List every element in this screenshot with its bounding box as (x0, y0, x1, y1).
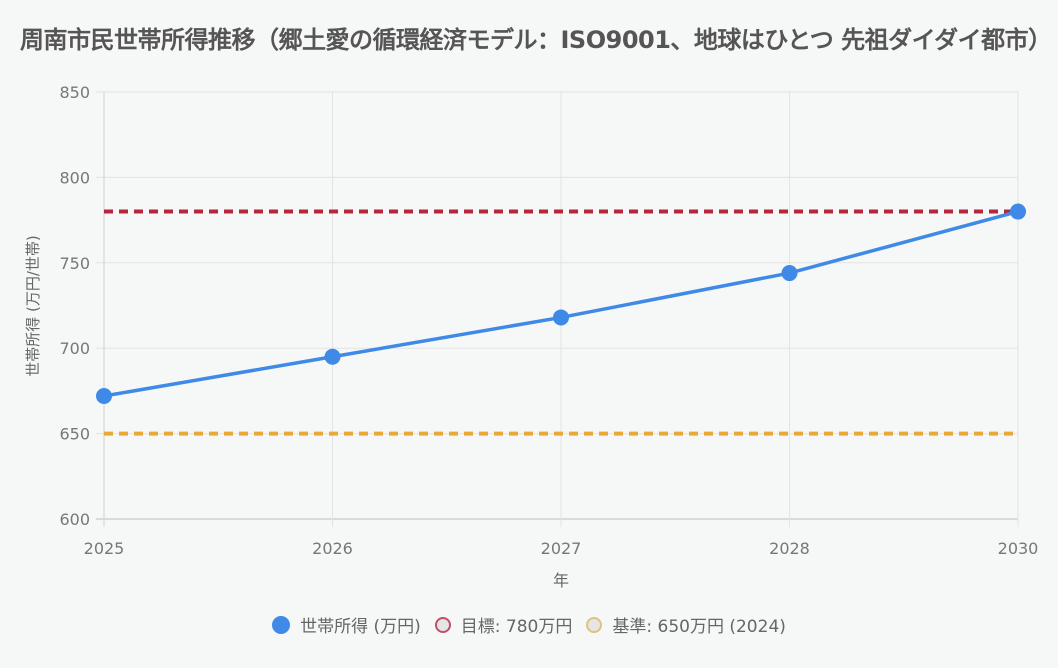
data-point (553, 309, 569, 326)
y-tick-label: 600 (59, 510, 90, 529)
y-axis-label: 世帯所得 (万円/世帯) (24, 235, 42, 377)
data-points (96, 203, 1026, 405)
legend-label-income: 世帯所得 (万円) (300, 617, 421, 637)
y-tick-label: 700 (59, 339, 90, 358)
x-tick-label: 2027 (541, 539, 582, 558)
legend-item-baseline[interactable]: 基準: 650万円 (2024) (586, 612, 786, 637)
x-tick-label: 2028 (769, 539, 810, 558)
x-tick-label: 2030 (998, 539, 1039, 558)
grid-lines (96, 91, 1019, 527)
legend-item-income[interactable]: 世帯所得 (万円) (272, 612, 421, 637)
x-tick-labels: 2025 2026 2027 2028 2030 (84, 539, 1039, 558)
y-tick-label: 750 (59, 254, 90, 273)
data-point (324, 348, 341, 365)
x-axis-label: 年 (553, 571, 569, 590)
x-tick-label: 2026 (312, 539, 353, 558)
legend: 世帯所得 (万円) 目標: 780万円 基準: 650万円 (2024) (0, 612, 1058, 637)
data-point (96, 388, 112, 405)
legend-label-target: 目標: 780万円 (460, 617, 573, 637)
y-tick-label: 800 (59, 168, 90, 187)
x-tick-label: 2025 (84, 539, 125, 558)
chart-title: 周南市民世帯所得推移（郷土愛の循環経済モデル：ISO9001、地球はひとつ 先祖… (20, 26, 1052, 54)
data-point (1010, 203, 1026, 220)
legend-swatch-income (272, 615, 291, 634)
y-tick-label: 850 (59, 83, 90, 102)
y-tick-label: 650 (59, 425, 90, 444)
y-tick-labels: 600 650 700 750 800 850 (59, 83, 90, 529)
data-point (781, 265, 798, 282)
legend-swatch-target (434, 616, 451, 633)
legend-swatch-baseline (586, 616, 603, 633)
legend-item-target[interactable]: 目標: 780万円 (434, 612, 573, 637)
legend-label-baseline: 基準: 650万円 (2024) (612, 617, 786, 637)
